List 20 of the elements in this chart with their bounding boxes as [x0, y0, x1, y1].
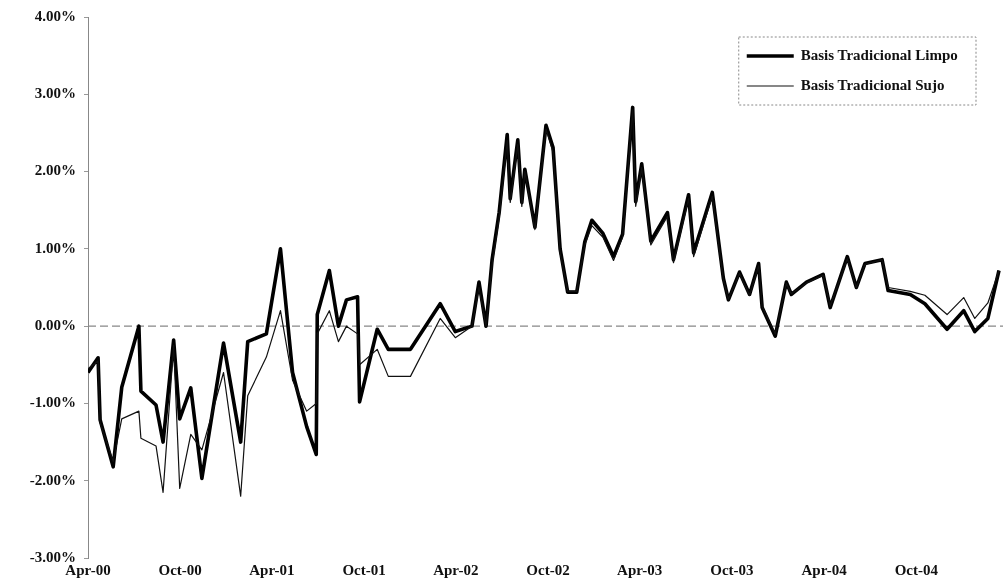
x-tick-label: Apr-01 [249, 562, 295, 579]
x-tick-label: Apr-00 [65, 562, 111, 579]
y-tick-label: -2.00% [29, 471, 76, 488]
x-tick-label: Oct-03 [710, 562, 754, 579]
y-tick-label: 4.00% [34, 7, 76, 24]
legend-label: Basis Tradicional Sujo [800, 76, 945, 93]
x-tick-label: Oct-02 [526, 562, 570, 579]
y-tick-label: 2.00% [34, 162, 76, 179]
x-tick-label: Apr-04 [801, 562, 848, 579]
y-tick-label: 0.00% [34, 317, 76, 334]
x-tick-label: Apr-02 [433, 562, 479, 579]
x-tick-label: Oct-00 [158, 562, 202, 579]
legend-label: Basis Tradicional Limpo [800, 46, 958, 63]
x-tick-label: Oct-04 [894, 562, 939, 579]
y-tick-label: -1.00% [29, 394, 76, 411]
y-tick-label: -3.00% [29, 548, 76, 565]
y-tick-label: 1.00% [34, 239, 76, 256]
x-tick-label: Oct-01 [342, 562, 386, 579]
y-tick-label: 3.00% [34, 85, 76, 102]
x-tick-label: Apr-03 [617, 562, 663, 579]
